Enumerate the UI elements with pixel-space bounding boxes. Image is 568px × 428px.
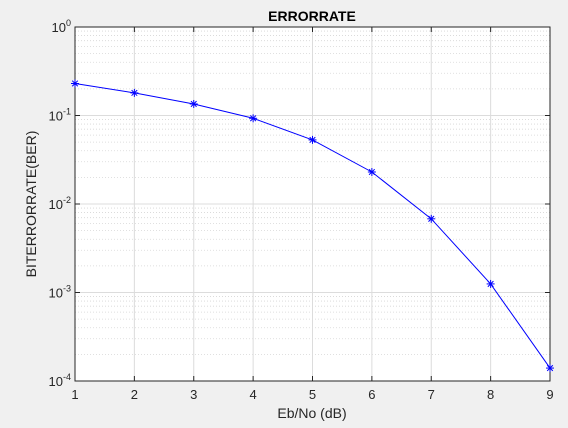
marker-stroke (71, 80, 79, 87)
data-point-marker (189, 99, 198, 108)
x-tick-label: 2 (131, 387, 138, 402)
data-point-marker (427, 214, 436, 223)
x-tick-label: 5 (309, 387, 316, 402)
x-tick-label: 8 (487, 387, 494, 402)
chart-title: ERRORRATE (268, 8, 356, 24)
marker-stroke (190, 100, 197, 108)
marker-stroke (487, 280, 494, 288)
data-point-marker (546, 364, 554, 373)
data-point-marker (130, 88, 139, 97)
tick-labels: 1 2 3 4 5 6 7 8 9 10-4 10-3 10-2 10-1 100 (49, 18, 554, 402)
x-tick-label: 4 (250, 387, 257, 402)
marker-stroke (249, 115, 257, 122)
x-axis-label: Eb/No (dB) (277, 405, 346, 421)
x-tick-label: 3 (190, 387, 197, 402)
data-point-marker (71, 79, 79, 88)
x-tick-label: 7 (428, 387, 435, 402)
y-tick-label: 10-2 (49, 195, 71, 212)
data-point-marker (308, 135, 317, 144)
marker-stroke (309, 136, 316, 144)
x-tick-label: 9 (546, 387, 553, 402)
y-tick-label: 10-1 (49, 107, 71, 124)
x-tick-label: 6 (368, 387, 375, 402)
data-point-marker (486, 279, 495, 288)
marker-stroke (368, 168, 376, 176)
data-point-marker (367, 167, 376, 176)
y-tick-label: 10-4 (49, 372, 71, 389)
y-tick-label: 100 (52, 18, 71, 35)
data-series (71, 79, 554, 373)
axes (74, 26, 551, 382)
data-point-marker (249, 114, 258, 123)
y-tick-label: 10-3 (49, 284, 71, 301)
x-tick-label: 1 (71, 387, 78, 402)
y-axis-label: BITERRORRATE(BER) (23, 131, 39, 278)
marker-stroke (428, 215, 435, 222)
marker-stroke (131, 89, 138, 97)
marker-stroke (546, 364, 554, 372)
